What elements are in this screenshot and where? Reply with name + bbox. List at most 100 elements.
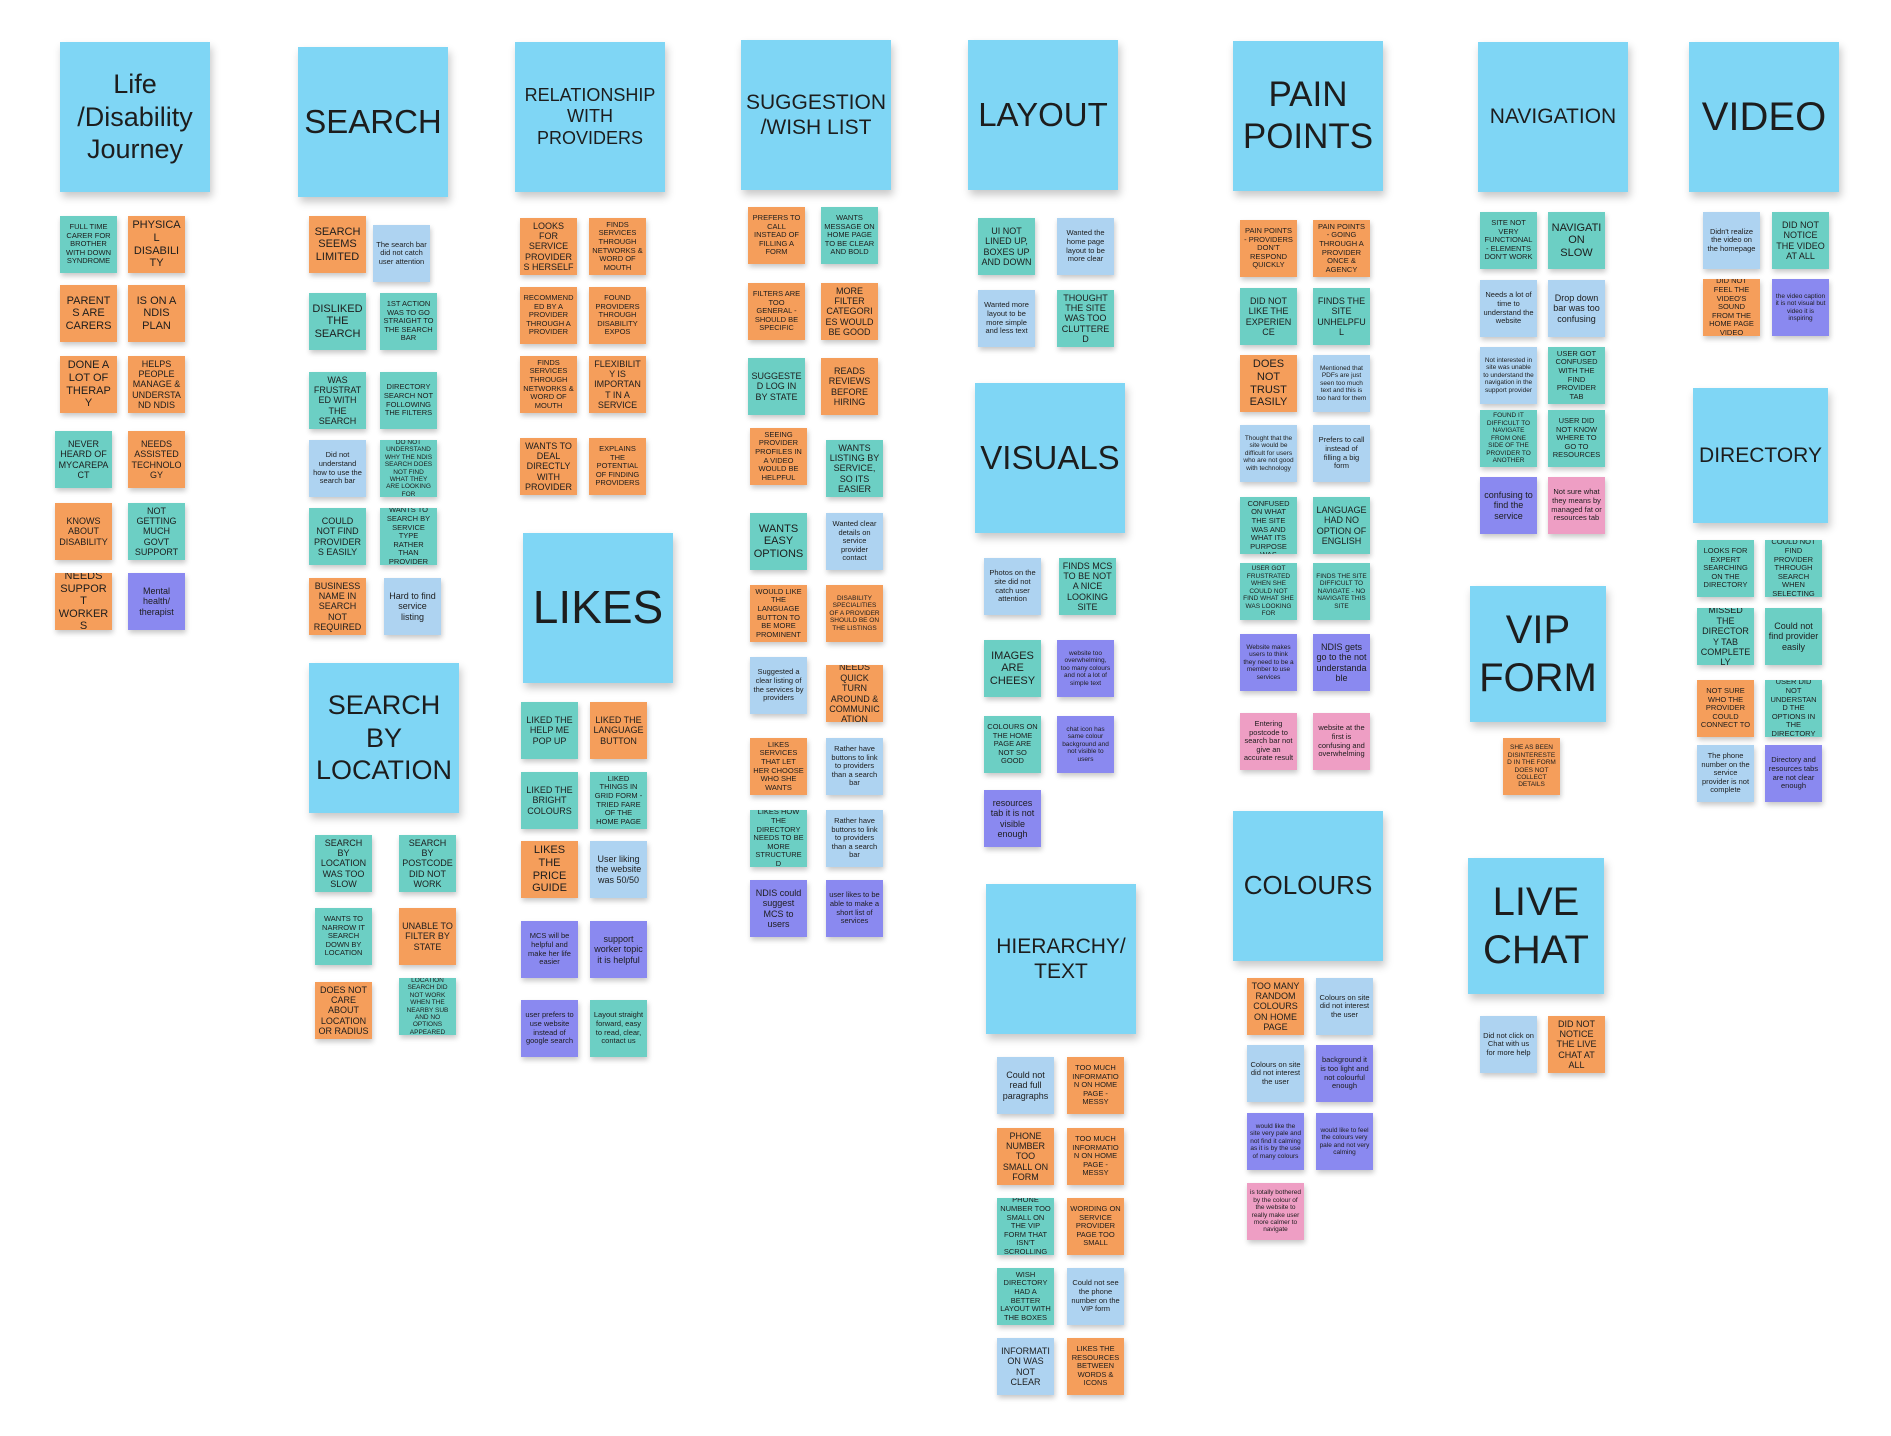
sticky-note[interactable]: DID NOT NOTICE THE VIDEO AT ALL — [1772, 212, 1829, 269]
sticky-note[interactable]: NOT SURE WHO THE PROVIDER COULD CONNECT … — [1697, 680, 1754, 737]
category-header-note[interactable]: NAVIGATION — [1478, 42, 1628, 192]
sticky-note[interactable]: Website makes users to think they need t… — [1240, 634, 1297, 691]
sticky-note[interactable]: User liking the website was 50/50 — [590, 841, 647, 898]
sticky-note[interactable]: SEARCH SEEMS LIMITED — [309, 216, 366, 273]
sticky-note[interactable]: NEEDS ASSISTED TECHNOLOGY — [128, 431, 185, 488]
sticky-note[interactable]: Suggested a clear listing of the service… — [750, 657, 807, 714]
sticky-note[interactable]: TOO MANY RANDOM COLOURS ON HOME PAGE — [1247, 978, 1304, 1035]
sticky-note[interactable]: WORDING ON SERVICE PROVIDER PAGE TOO SMA… — [1067, 1198, 1124, 1255]
sticky-note[interactable]: WAS FRUSTRATED WITH THE SEARCH — [309, 372, 366, 429]
sticky-note[interactable]: Mental health/ therapist — [128, 573, 185, 630]
sticky-note[interactable]: support worker topic it is helpful — [590, 921, 647, 978]
category-header-note[interactable]: VIDEO — [1689, 42, 1839, 192]
sticky-note[interactable]: Rather have buttons to link to providers… — [826, 738, 883, 795]
sticky-note[interactable]: NDIS gets go to the not understandable — [1313, 634, 1370, 691]
sticky-note[interactable]: IS ON A NDIS PLAN — [128, 285, 185, 342]
sticky-note[interactable]: FOUND PROVIDERS THROUGH DISABILITY EXPOS — [589, 287, 646, 344]
sticky-note[interactable]: FILTERS ARE TOO GENERAL - SHOULD BE SPEC… — [748, 283, 805, 340]
sticky-note[interactable]: PAIN POINTS - GOING THROUGH A PROVIDER O… — [1313, 220, 1370, 277]
sticky-note[interactable]: COULD NOT FIND PROVIDER THROUGH SEARCH W… — [1765, 540, 1822, 597]
category-header-note[interactable]: DIRECTORY — [1693, 388, 1828, 523]
sticky-note[interactable]: LIKED THINGS IN GRID FORM - TRIED FARE O… — [590, 772, 647, 829]
category-header-note[interactable]: PAIN POINTS — [1233, 41, 1383, 191]
sticky-note[interactable]: DISABILITY SPECIALITIES OF A PROVIDER SH… — [826, 585, 883, 642]
category-header-note[interactable]: SUGGESTION /WISH LIST — [741, 40, 891, 190]
sticky-note[interactable]: UI NOT LINED UP, BOXES UP AND DOWN — [978, 218, 1035, 275]
sticky-note[interactable]: USER GOT CONFUSED WITH THE FIND PROVIDER… — [1548, 347, 1605, 404]
sticky-note[interactable]: DID NOT FEEL THE VIDEO'S SOUND FROM THE … — [1703, 279, 1760, 336]
sticky-note[interactable]: INFORMATION WAS NOT CLEAR — [997, 1338, 1054, 1395]
sticky-note[interactable]: Could not read full paragraphs — [997, 1057, 1054, 1114]
sticky-note[interactable]: DID NOT NOTICE THE LIVE CHAT AT ALL — [1548, 1016, 1605, 1073]
sticky-note[interactable]: WOULD LIKE THE LANGUAGE BUTTON TO BE MOR… — [750, 585, 807, 642]
sticky-note[interactable]: LOOKS FOR EXPERT SEARCHING ON THE DIRECT… — [1697, 540, 1754, 597]
sticky-note[interactable]: Could not find provider easily — [1765, 608, 1822, 665]
sticky-note[interactable]: PHONE NUMBER TOO SMALL ON THE VIP FORM T… — [997, 1198, 1054, 1255]
sticky-note[interactable]: user prefers to use website instead of g… — [521, 1000, 578, 1057]
sticky-note[interactable]: COULD NOT FIND PROVIDERS EASILY — [309, 508, 366, 565]
sticky-note[interactable]: WANTS TO SEARCH BY SERVICE TYPE RATHER T… — [380, 508, 437, 565]
sticky-note[interactable]: SITE NOT VERY FUNCTIONAL - ELEMENTS DON'… — [1480, 212, 1537, 269]
sticky-note[interactable]: DONE A LOT OF THERAPY — [60, 356, 117, 413]
sticky-note[interactable]: is totally bothered by the colour of the… — [1247, 1183, 1304, 1240]
sticky-note[interactable]: TOO MUCH INFORMATION ON HOME PAGE - MESS… — [1067, 1128, 1124, 1185]
sticky-note[interactable]: Could not see the phone number on the VI… — [1067, 1268, 1124, 1325]
sticky-note[interactable]: LANGUAGE HAD NO OPTION OF ENGLISH — [1313, 497, 1370, 554]
sticky-note[interactable]: DOES NOT CARE ABOUT LOCATION OR RADIUS — [315, 982, 372, 1039]
sticky-note[interactable]: PREFERS TO CALL INSTEAD OF FILLING A FOR… — [748, 207, 805, 264]
sticky-note[interactable]: DOES NOT TRUST EASILY — [1240, 355, 1297, 412]
sticky-note[interactable]: Not sure what they means by managed fat … — [1548, 477, 1605, 534]
sticky-note[interactable]: SEEING PROVIDER PROFILES IN A VIDEO WOUL… — [750, 428, 807, 485]
sticky-note[interactable]: WAS CONFUSED ON WHAT THE SITE WAS AND WH… — [1240, 497, 1297, 554]
sticky-note[interactable]: DO NOT UNDERSTAND WHY THE NDIS SEARCH DO… — [380, 440, 437, 497]
sticky-note[interactable]: user likes to be able to make a short li… — [826, 880, 883, 937]
sticky-note[interactable]: Did not click on Chat with us for more h… — [1480, 1016, 1537, 1073]
sticky-note[interactable]: LIKES HOW THE DIRECTORY NEEDS TO BE MORE… — [750, 810, 807, 867]
sticky-note[interactable]: DID NOT LIKE THE EXPERIENCE — [1240, 288, 1297, 345]
sticky-note[interactable]: FULL TIME CARER FOR BROTHER WITH DOWN SY… — [60, 216, 117, 273]
sticky-note[interactable]: confusing to find the service — [1480, 477, 1537, 534]
sticky-note[interactable]: the video caption it is not visual but v… — [1772, 279, 1829, 336]
sticky-note[interactable]: LIKES SERVICES THAT LET HER CHOOSE WHO S… — [750, 738, 807, 795]
sticky-note[interactable]: WISH DIRECTORY HAD A BETTER LAYOUT WITH … — [997, 1268, 1054, 1325]
sticky-note[interactable]: LIKES THE PRICE GUIDE — [521, 841, 578, 898]
sticky-note[interactable]: The phone number on the service provider… — [1697, 745, 1754, 802]
sticky-note[interactable]: Needs a lot of time to understand the we… — [1480, 280, 1537, 337]
sticky-note[interactable]: READS REVIEWS BEFORE HIRING — [821, 358, 878, 415]
sticky-note[interactable]: would like the site very pale and not fi… — [1247, 1113, 1304, 1170]
sticky-note[interactable]: would like to feel the colours very pale… — [1316, 1113, 1373, 1170]
sticky-note[interactable]: DIRECTORY SEARCH NOT FOLLOWING THE FILTE… — [380, 372, 437, 429]
category-header-note[interactable]: LIKES — [523, 533, 673, 683]
sticky-note[interactable]: Colours on site did not interest the use… — [1247, 1045, 1304, 1102]
sticky-note[interactable]: LIKED THE HELP ME POP UP — [521, 702, 578, 759]
sticky-note[interactable]: DISLIKED THE SEARCH — [309, 293, 366, 350]
sticky-note[interactable]: The search bar did not catch user attent… — [373, 225, 430, 282]
sticky-note[interactable]: MCS will be helpful and make her life ea… — [521, 921, 578, 978]
sticky-note[interactable]: NAVIGATION SLOW — [1548, 212, 1605, 269]
sticky-note[interactable]: NEEDS QUICK TURN AROUND & COMMUNICATION — [826, 665, 883, 722]
sticky-note[interactable]: USER DID NOT KNOW WHERE TO GO TO RESOURC… — [1548, 410, 1605, 467]
sticky-note[interactable]: FINDS THE SITE DIFFICULT TO NAVIGATE - N… — [1313, 563, 1370, 620]
sticky-note[interactable]: Not interested in site was unable to und… — [1480, 347, 1537, 404]
sticky-note[interactable]: PHONE NUMBER TOO SMALL ON FORM — [997, 1128, 1054, 1185]
category-header-note[interactable]: SEARCH BY LOCATION — [309, 663, 459, 813]
sticky-note[interactable]: FLEXIBILITY IS IMPORTANT IN A SERVICE — [589, 356, 646, 413]
sticky-note[interactable]: RECOMMENDED BY A PROVIDER THROUGH A PROV… — [520, 287, 577, 344]
sticky-note[interactable]: COLOURS ON THE HOME PAGE ARE NOT SO GOOD — [984, 716, 1041, 773]
sticky-note[interactable]: WANTS TO DEAL DIRECTLY WITH PROVIDER — [520, 438, 577, 495]
sticky-note[interactable]: FINDS SERVICES THROUGH NETWORKS & WORD O… — [520, 356, 577, 413]
sticky-note[interactable]: Layout straight forward, easy to read, c… — [590, 1000, 647, 1057]
sticky-note[interactable]: LOOKS FOR SERVICE PROVIDERS HERSELF — [520, 218, 577, 275]
sticky-note[interactable]: BUSINESS NAME IN SEARCH NOT REQUIRED — [309, 578, 366, 635]
sticky-note[interactable]: WANTS EASY OPTIONS — [750, 513, 807, 570]
sticky-note[interactable]: HELPS PEOPLE MANAGE & UNDERSTAND NDIS — [128, 356, 185, 413]
category-header-note[interactable]: SEARCH — [298, 47, 448, 197]
category-header-note[interactable]: Life /Disability Journey — [60, 42, 210, 192]
category-header-note[interactable]: HIERARCHY/ TEXT — [986, 884, 1136, 1034]
sticky-note[interactable]: EXPLAINS THE POTENTIAL OF FINDING PROVID… — [589, 438, 646, 495]
category-header-note[interactable]: COLOURS — [1233, 811, 1383, 961]
sticky-note[interactable]: Wanted clear details on service provider… — [826, 513, 883, 570]
sticky-note[interactable]: IMAGES ARE CHEESY — [984, 640, 1041, 697]
sticky-note[interactable]: NEEDS SUPPORT WORKERS — [55, 573, 112, 630]
